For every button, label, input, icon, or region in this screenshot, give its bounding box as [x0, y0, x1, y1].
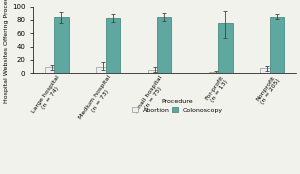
Bar — [218, 23, 233, 73]
Legend: Abortion, Colonoscopy: Abortion, Colonoscopy — [130, 97, 226, 115]
Bar — [148, 70, 162, 73]
Y-axis label: Hospital Websites Offering Procedure, %: Hospital Websites Offering Procedure, % — [4, 0, 9, 104]
Bar — [260, 69, 275, 73]
Bar — [45, 67, 59, 73]
Bar — [96, 67, 111, 73]
Bar — [54, 17, 69, 73]
Bar — [106, 18, 120, 73]
Bar — [157, 17, 171, 73]
Bar — [269, 17, 284, 73]
